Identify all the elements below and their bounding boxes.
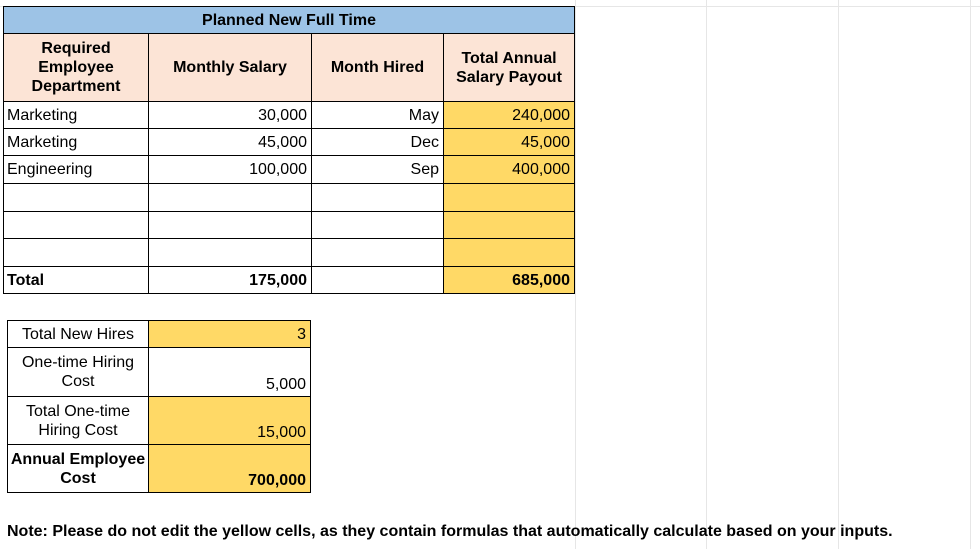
total-label[interactable]: Total: [3, 266, 149, 294]
one-time-hiring-cost-label[interactable]: One-time Hiring Cost: [7, 347, 149, 397]
cell-month-hired[interactable]: May: [311, 101, 444, 129]
header-total-payout[interactable]: Total Annual Salary Payout: [443, 33, 575, 102]
cell-department[interactable]: [3, 183, 149, 212]
gridline: [575, 0, 576, 549]
one-time-hiring-cost-value[interactable]: 5,000: [148, 347, 311, 397]
cell-monthly-salary[interactable]: [148, 183, 312, 212]
cell-month-hired[interactable]: [311, 211, 444, 239]
cell-department[interactable]: Marketing: [3, 101, 149, 129]
cell-month-hired[interactable]: Dec: [311, 128, 444, 156]
cell-month-hired[interactable]: [311, 183, 444, 212]
cell-monthly-salary[interactable]: 45,000: [148, 128, 312, 156]
header-month-hired[interactable]: Month Hired: [311, 33, 444, 102]
cell-total-payout[interactable]: [443, 183, 575, 212]
cell-monthly-salary[interactable]: [148, 211, 312, 239]
cell-department[interactable]: Marketing: [3, 128, 149, 156]
header-department[interactable]: Required Employee Department: [3, 33, 149, 102]
gridline: [706, 0, 707, 549]
gridline: [838, 0, 839, 549]
cell-month-hired[interactable]: [311, 238, 444, 267]
cell-monthly-salary[interactable]: [148, 238, 312, 267]
table-title[interactable]: Planned New Full Time: [3, 6, 575, 34]
note-text[interactable]: Note: Please do not edit the yellow cell…: [7, 523, 893, 540]
total-new-hires-label[interactable]: Total New Hires: [7, 320, 149, 348]
total-new-hires-value[interactable]: 3: [148, 320, 311, 348]
total-payout[interactable]: 685,000: [443, 266, 575, 294]
cell-total-payout[interactable]: [443, 238, 575, 267]
annual-employee-cost-value[interactable]: 700,000: [148, 444, 311, 493]
cell-total-payout[interactable]: [443, 211, 575, 239]
cell-total-payout[interactable]: 400,000: [443, 155, 575, 184]
total-one-time-hiring-cost-label[interactable]: Total One-time Hiring Cost: [7, 396, 149, 445]
cell-department[interactable]: [3, 238, 149, 267]
total-monthly-salary[interactable]: 175,000: [148, 266, 312, 294]
total-one-time-hiring-cost-value[interactable]: 15,000: [148, 396, 311, 445]
total-month-hired[interactable]: [311, 266, 444, 294]
cell-department[interactable]: Engineering: [3, 155, 149, 184]
cell-department[interactable]: [3, 211, 149, 239]
header-monthly-salary[interactable]: Monthly Salary: [148, 33, 312, 102]
cell-total-payout[interactable]: 45,000: [443, 128, 575, 156]
annual-employee-cost-label[interactable]: Annual Employee Cost: [7, 444, 149, 493]
gridline: [970, 0, 971, 549]
cell-total-payout[interactable]: 240,000: [443, 101, 575, 129]
cell-monthly-salary[interactable]: 30,000: [148, 101, 312, 129]
cell-monthly-salary[interactable]: 100,000: [148, 155, 312, 184]
cell-month-hired[interactable]: Sep: [311, 155, 444, 184]
